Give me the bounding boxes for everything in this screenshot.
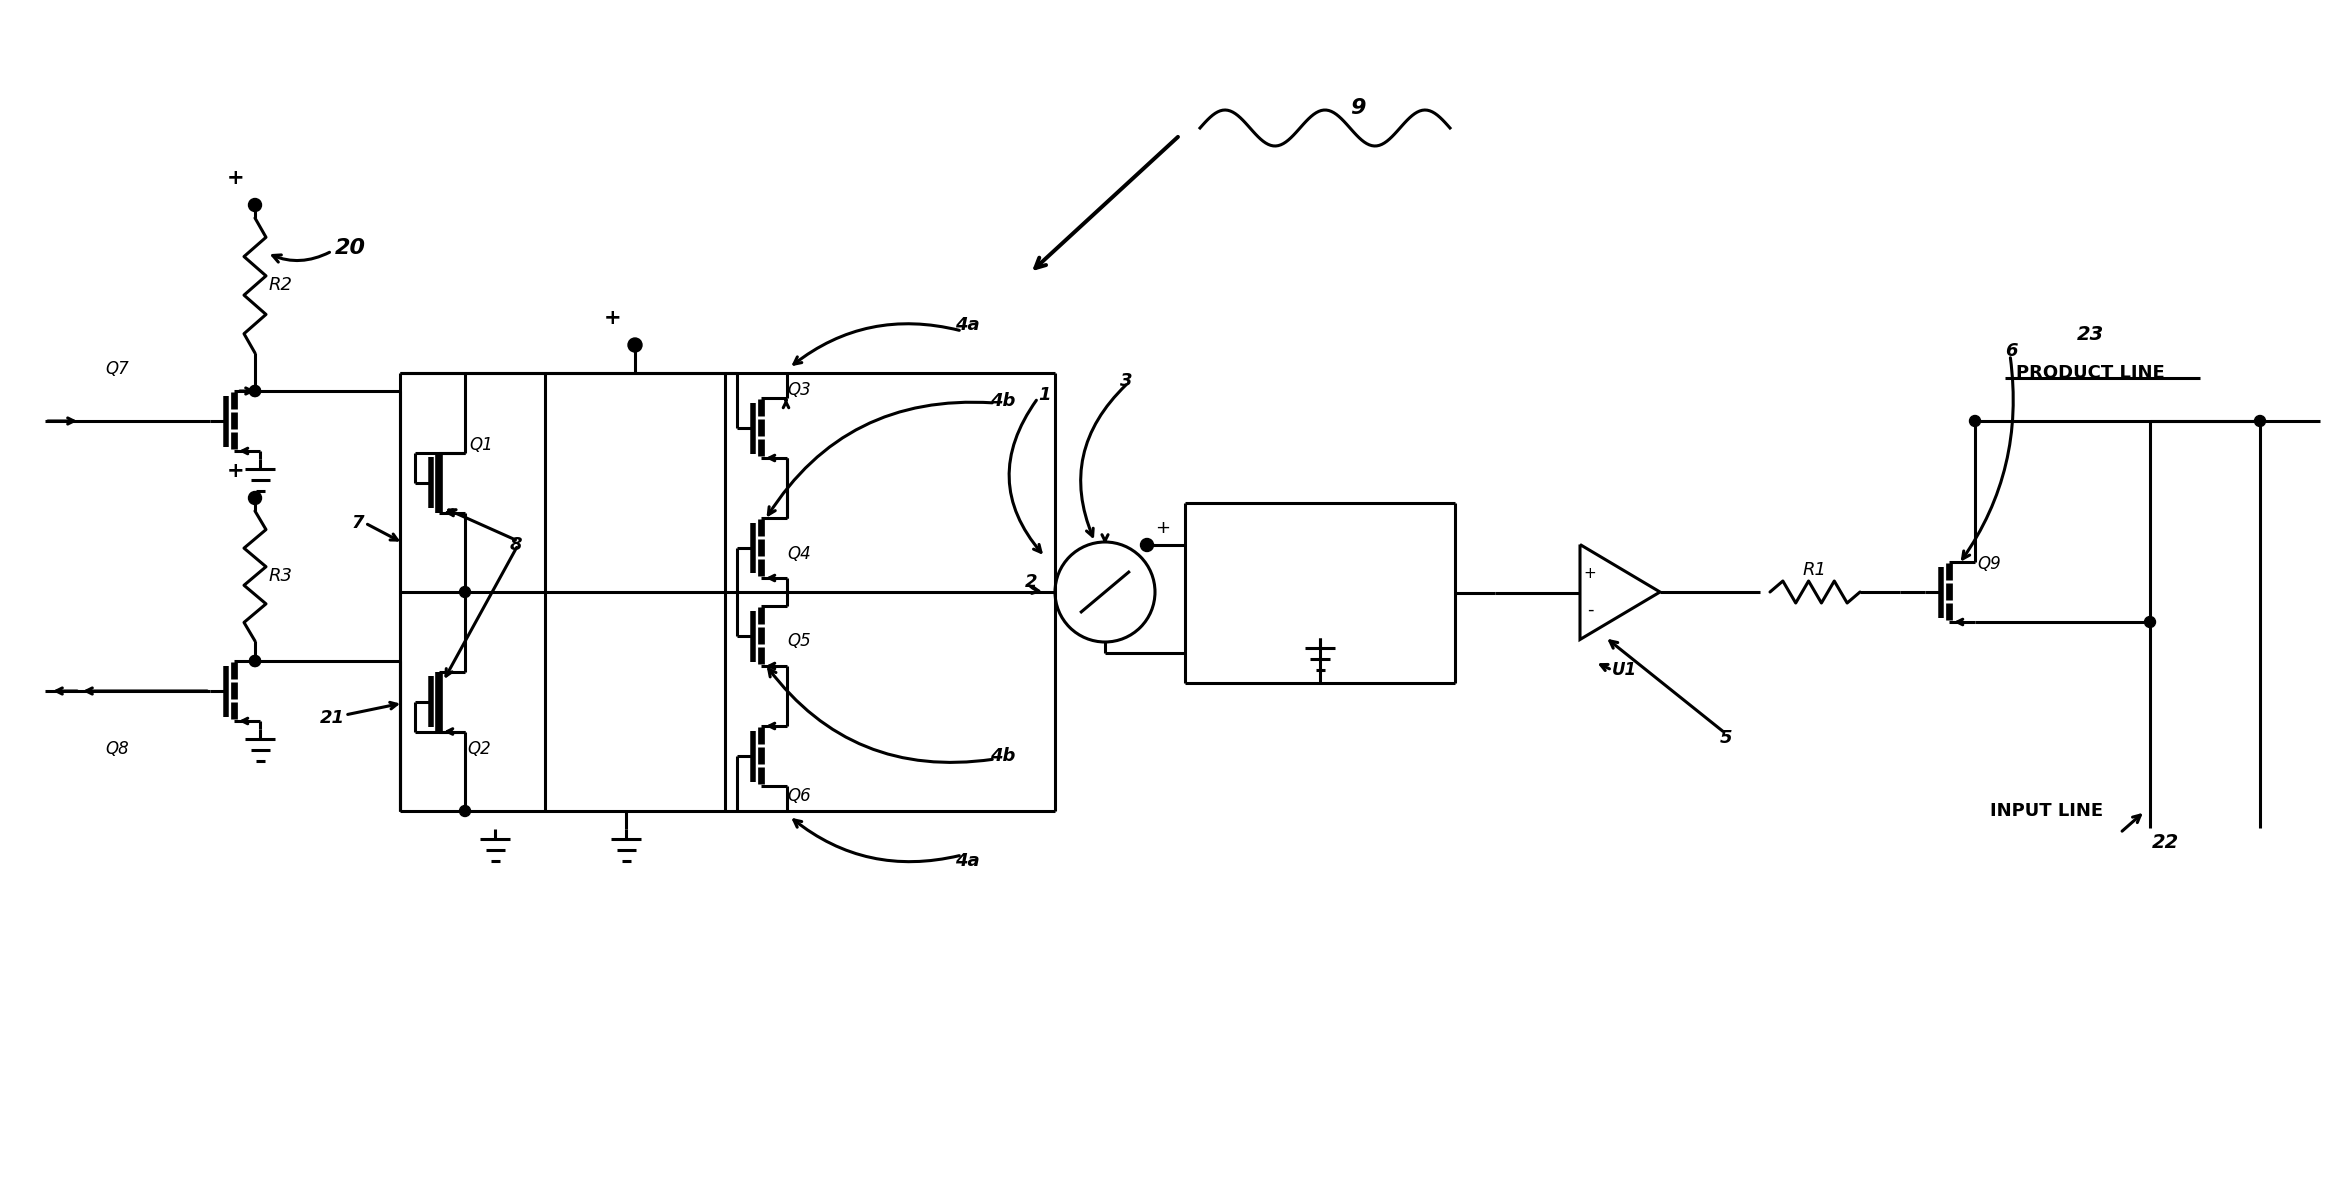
Text: PRODUCT LINE: PRODUCT LINE: [2015, 364, 2163, 382]
Text: +: +: [1156, 519, 1170, 537]
Text: R2: R2: [270, 277, 294, 295]
Circle shape: [249, 655, 261, 666]
Text: Q8: Q8: [106, 741, 129, 758]
Circle shape: [2145, 616, 2156, 627]
Text: 7: 7: [352, 513, 364, 532]
Text: R1: R1: [1804, 561, 1828, 578]
Text: 5: 5: [1719, 729, 1734, 746]
Text: Q2: Q2: [467, 741, 491, 758]
Text: 9: 9: [1351, 98, 1365, 118]
Circle shape: [249, 199, 261, 212]
Text: 20: 20: [336, 238, 366, 258]
Text: 2: 2: [1024, 573, 1038, 592]
Circle shape: [249, 386, 261, 396]
Text: +: +: [1583, 567, 1597, 582]
Circle shape: [460, 587, 470, 597]
Text: R3: R3: [270, 567, 294, 586]
Text: U1: U1: [1611, 661, 1637, 679]
Text: 4b: 4b: [989, 392, 1015, 411]
Text: 4a: 4a: [956, 852, 980, 870]
Text: 22: 22: [2152, 834, 2178, 853]
Circle shape: [1142, 538, 1153, 551]
Circle shape: [460, 806, 470, 816]
Text: INPUT LINE: INPUT LINE: [1990, 802, 2102, 820]
Text: 8: 8: [510, 536, 521, 554]
Text: Q3: Q3: [787, 381, 810, 399]
Text: 21: 21: [319, 709, 345, 728]
Text: Q5: Q5: [787, 632, 810, 649]
Circle shape: [1968, 415, 1980, 427]
Text: Q1: Q1: [470, 435, 493, 453]
Text: +: +: [228, 168, 244, 188]
Text: 6: 6: [2006, 342, 2018, 360]
Circle shape: [2255, 415, 2264, 427]
Text: 3: 3: [1120, 371, 1132, 390]
Circle shape: [627, 338, 641, 353]
Text: -: -: [1588, 601, 1593, 619]
Text: Q4: Q4: [787, 545, 810, 563]
Circle shape: [249, 491, 261, 504]
Circle shape: [249, 386, 261, 396]
Circle shape: [249, 655, 261, 666]
Text: 23: 23: [2077, 325, 2105, 344]
Text: 4a: 4a: [956, 316, 980, 334]
Text: +: +: [228, 461, 244, 481]
Text: Q7: Q7: [106, 360, 129, 379]
Text: +: +: [604, 308, 622, 328]
Text: 1: 1: [1038, 386, 1050, 405]
Text: 4b: 4b: [989, 746, 1015, 765]
Text: Q6: Q6: [787, 787, 810, 804]
Text: Q9: Q9: [1978, 555, 2001, 573]
